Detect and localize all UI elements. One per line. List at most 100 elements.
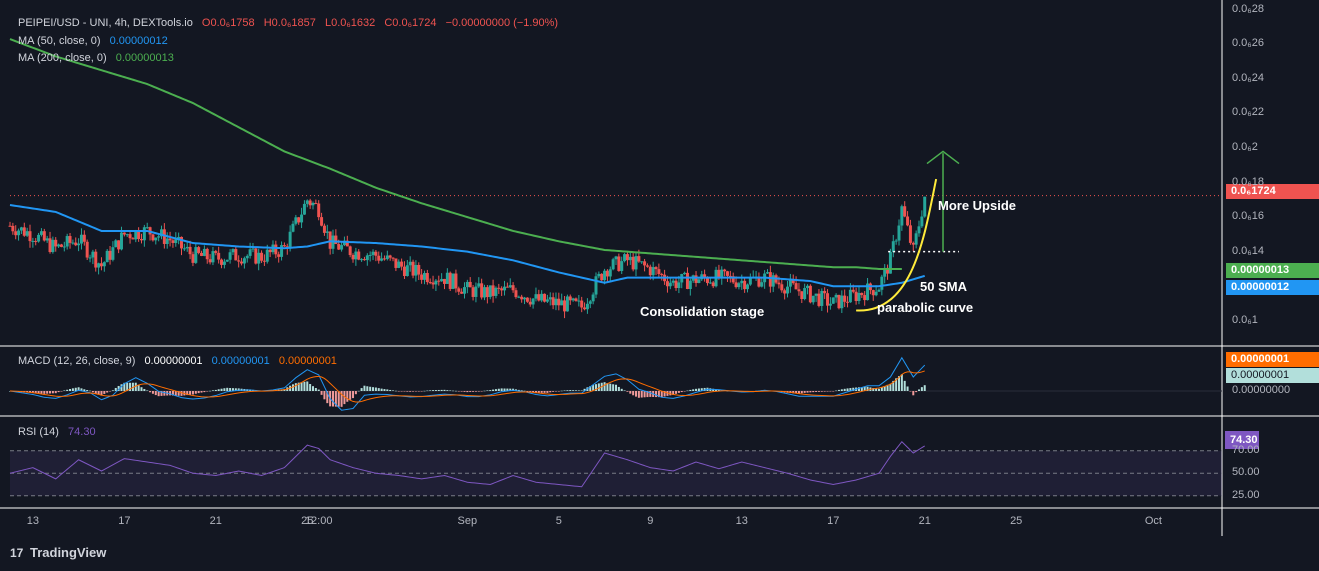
candle-up	[340, 245, 344, 250]
macd-histogram-bar	[346, 391, 349, 402]
candle-up	[494, 287, 498, 296]
candle-down	[28, 231, 32, 242]
macd-legend[interactable]: MACD (12, 26, close, 9) 0.00000001 0.000…	[18, 355, 343, 367]
ma50-legend[interactable]: MA (50, close, 0) 0.00000012	[18, 35, 174, 47]
macd-histogram-bar	[206, 391, 209, 392]
macd-histogram-bar	[443, 389, 446, 391]
macd-histogram-bar	[366, 386, 369, 391]
macd-histogram-bar	[657, 391, 660, 398]
macd-histogram-bar	[897, 376, 900, 391]
macd-histogram-bar	[117, 385, 120, 391]
macd-signal-line	[9, 370, 925, 403]
candle-down	[357, 251, 361, 260]
candle-down	[428, 282, 432, 284]
candle-down	[705, 277, 709, 284]
macd-histogram-bar	[820, 391, 823, 392]
candle-up	[302, 203, 306, 215]
macd-histogram-bar	[400, 391, 403, 392]
candle-down	[843, 295, 847, 302]
candle-up	[71, 242, 75, 244]
symbol-title[interactable]: PEIPEI/USD - UNI, 4h, DEXTools.io	[18, 17, 193, 29]
candle-up	[228, 252, 232, 260]
macd-histogram-bar	[529, 391, 532, 392]
candle-down	[108, 250, 112, 260]
candle-up	[891, 241, 895, 253]
candle-up	[440, 278, 444, 282]
time-tick-label: 25	[1010, 515, 1023, 527]
macd-histogram-bar	[440, 389, 443, 391]
candle-up	[157, 236, 161, 238]
candle-down	[94, 251, 98, 268]
macd-histogram-bar	[480, 391, 483, 392]
candle-up	[897, 225, 901, 241]
candle-up	[17, 230, 21, 236]
candle-down	[797, 289, 801, 292]
tradingview-logo[interactable]: 17 TradingView	[10, 545, 106, 560]
candle-up	[760, 282, 764, 287]
candle-up	[866, 283, 870, 301]
candle-down	[500, 288, 504, 291]
macd-histogram-bar	[131, 382, 134, 391]
candle-up	[840, 295, 844, 309]
macd-histogram-bar	[915, 391, 918, 393]
macd-histogram-bar	[686, 390, 689, 392]
macd-histogram-bar	[489, 390, 492, 391]
macd-histogram-bar	[800, 391, 803, 394]
candle-up	[305, 200, 309, 204]
candle-up	[920, 216, 924, 227]
ohlc-change: −0.00000000 (−1.90%)	[445, 17, 559, 29]
rsi-tick-label: 50.00	[1232, 466, 1260, 479]
macd-histogram-bar	[343, 391, 346, 405]
macd-histogram-bar	[120, 384, 123, 391]
macd-histogram-bar	[180, 391, 183, 396]
candle-up	[880, 276, 884, 290]
candle-up	[591, 294, 595, 302]
candle-up	[585, 303, 589, 310]
last-price-tag: 0.0₆1724	[1226, 184, 1319, 199]
ma200-legend[interactable]: MA (200, close, 0) 0.00000013	[18, 52, 180, 64]
macd-histogram-bar	[114, 387, 117, 391]
candle-up	[474, 286, 478, 297]
candle-up	[697, 279, 701, 283]
candle-up	[803, 288, 807, 299]
candle-down	[871, 290, 875, 296]
candle-up	[488, 285, 492, 298]
candle-down	[208, 259, 212, 263]
macd-histogram-bar	[314, 388, 317, 391]
candle-up	[811, 295, 815, 303]
macd-histogram-bar	[51, 391, 54, 394]
candle-down	[637, 256, 641, 262]
candle-down	[505, 286, 509, 288]
candle-up	[19, 227, 23, 231]
macd-histogram-bar	[386, 389, 389, 391]
macd-histogram-bar	[103, 391, 106, 394]
candle-down	[42, 231, 46, 241]
annotation-parabolic-curve-line	[856, 178, 938, 312]
macd-histogram-bar	[840, 389, 843, 391]
macd-histogram-bar	[466, 391, 469, 393]
macd-histogram-bar	[474, 391, 477, 392]
candle-up	[451, 273, 455, 289]
candle-down	[557, 298, 561, 306]
macd-label: MACD (12, 26, close, 9)	[18, 355, 136, 367]
macd-histogram-bar	[54, 391, 57, 394]
macd-histogram-bar	[414, 391, 417, 392]
candle-down	[139, 238, 143, 241]
macd-histogram-bar	[186, 391, 189, 396]
candle-down	[723, 269, 727, 272]
macd-histogram-bar	[154, 391, 157, 396]
candle-down	[22, 227, 26, 236]
candle-down	[171, 240, 175, 243]
rsi-value: 74.30	[68, 426, 96, 438]
candle-down	[394, 258, 398, 268]
candle-down	[317, 203, 321, 218]
candle-up	[397, 261, 401, 268]
candle-down	[903, 206, 907, 217]
macd-histogram-bar	[852, 387, 855, 391]
candle-up	[160, 229, 163, 237]
candle-down	[480, 283, 484, 298]
candle-up	[517, 296, 521, 298]
candle-up	[422, 273, 426, 280]
rsi-legend[interactable]: RSI (14) 74.30	[18, 426, 102, 438]
